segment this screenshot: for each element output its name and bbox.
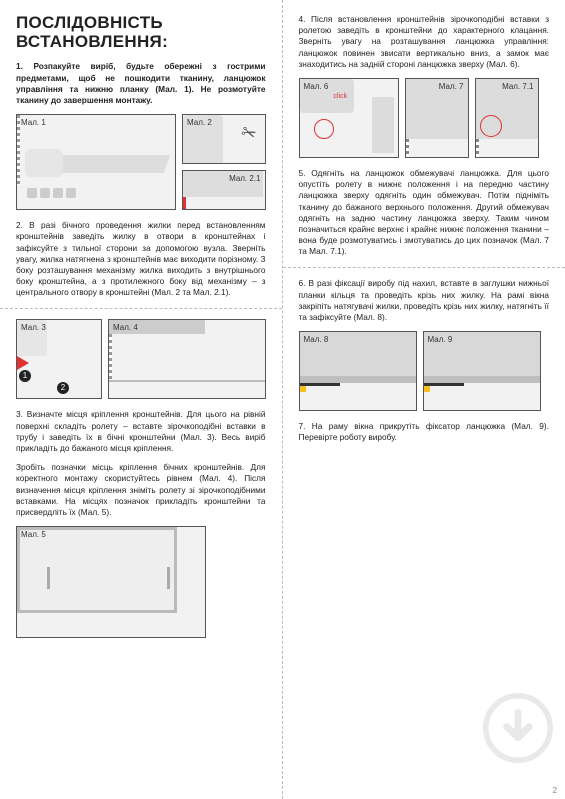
figure-7-1: Мал. 7.1 — [475, 78, 539, 158]
watermark-icon — [483, 693, 553, 763]
callout-2: 2 — [57, 382, 69, 394]
step-3a-text: 3. Визначте місця кріплення кронштейнів.… — [16, 409, 266, 454]
figure-8-label: Мал. 8 — [304, 335, 329, 344]
figure-4: Мал. 4 — [108, 319, 266, 399]
right-column: 4. Після встановлення кронштейнів зірочк… — [283, 0, 565, 799]
scissors-icon: ✂ — [238, 121, 259, 146]
step-3b-text: Зробіть позначки місць кріплення бічних … — [16, 462, 266, 518]
figure-4-label: Мал. 4 — [113, 323, 138, 332]
figure-7: Мал. 7 — [405, 78, 469, 158]
page-title: Послідовність встановлення: — [16, 14, 266, 51]
step-2-text: 2. В разі бічного проведення жилки перед… — [16, 220, 266, 298]
figure-2: Мал. 2 ✂ — [182, 114, 266, 164]
figure-1-label: Мал. 1 — [21, 118, 46, 127]
step-6-text: 6. В разі фіксації виробу під нахил, вст… — [299, 278, 550, 323]
figure-6: Мал. 6 click — [299, 78, 399, 158]
figure-2-1: Мал. 2.1 — [182, 170, 266, 210]
figure-5-label: Мал. 5 — [21, 530, 46, 539]
callout-1: 1 — [19, 370, 31, 382]
figure-7-1-label: Мал. 7.1 — [502, 82, 533, 91]
step-4-text: 4. Після встановлення кронштейнів зірочк… — [299, 14, 550, 70]
page: Послідовність встановлення: 1. Розпакуйт… — [0, 0, 565, 799]
click-label: click — [334, 93, 348, 100]
figure-3: Мал. 3 1 2 — [16, 319, 102, 399]
step-1-text: 1. Розпакуйте виріб, будьте обережні з г… — [16, 61, 266, 106]
figure-2-label: Мал. 2 — [187, 118, 212, 127]
figure-6-label: Мал. 6 — [304, 82, 329, 91]
figure-7-label: Мал. 7 — [439, 82, 464, 91]
figure-8: Мал. 8 — [299, 331, 417, 411]
separator-right — [283, 267, 565, 268]
page-number: 2 — [553, 786, 557, 795]
fig-row-3: Мал. 6 click Мал. 7 Мал. 7.1 — [299, 78, 550, 158]
figure-5: Мал. 5 — [16, 526, 206, 638]
fig-row-2: Мал. 3 1 2 Мал. 4 — [16, 319, 266, 399]
fig-row-1: Мал. 1 Мал. 2 ✂ Мал. 2.1 — [16, 114, 266, 210]
step-7-text: 7. На раму вікна прикрутіть фіксатор лан… — [299, 421, 550, 443]
separator-left — [0, 308, 282, 309]
figure-2-1-label: Мал. 2.1 — [229, 174, 260, 183]
fig-row-4: Мал. 8 Мал. 9 — [299, 331, 550, 411]
figure-1: Мал. 1 — [16, 114, 176, 210]
left-column: Послідовність встановлення: 1. Розпакуйт… — [0, 0, 283, 799]
figure-3-label: Мал. 3 — [21, 323, 46, 332]
figure-9-label: Мал. 9 — [428, 335, 453, 344]
figure-9: Мал. 9 — [423, 331, 541, 411]
step-5-text: 5. Одягніть на ланцюжок обмежувачі ланцю… — [299, 168, 550, 258]
